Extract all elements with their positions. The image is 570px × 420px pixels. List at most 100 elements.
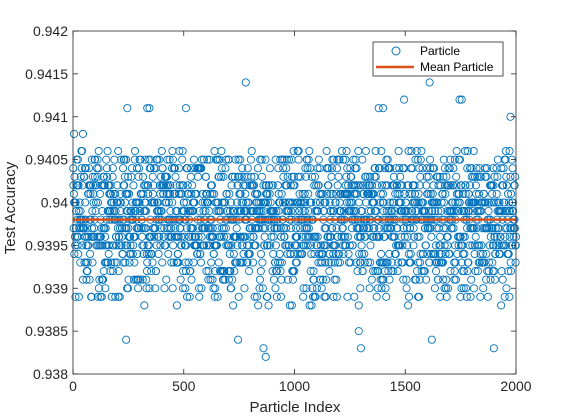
scatter-point (337, 232, 346, 241)
scatter-point (299, 284, 308, 293)
scatter-point (194, 284, 204, 293)
scatter-point (293, 249, 302, 258)
scatter-point (228, 172, 237, 181)
scatter-point (384, 267, 393, 276)
scatter-point (197, 232, 206, 241)
scatter-point (101, 232, 110, 241)
scatter-point (195, 292, 204, 301)
scatter-point (490, 232, 499, 241)
scatter-point (332, 189, 341, 198)
scatter-point (354, 181, 363, 190)
scatter-point (276, 267, 285, 276)
scatter-point (258, 284, 267, 293)
scatter-point (460, 232, 469, 241)
scatter-point (262, 181, 271, 190)
scatter-point (433, 172, 442, 181)
scatter-point (484, 258, 494, 267)
scatter-point (410, 181, 419, 190)
scatter-point (151, 224, 160, 233)
scatter-point (152, 267, 161, 276)
scatter-point (499, 181, 508, 190)
scatter-point (184, 189, 193, 198)
scatter-point (290, 207, 299, 216)
scatter-point (217, 232, 226, 241)
scatter-point (385, 198, 395, 207)
scatter-point (412, 275, 421, 284)
scatter-point (181, 104, 191, 113)
scatter-point (115, 241, 124, 250)
scatter-point (272, 207, 281, 216)
scatter-point (474, 189, 484, 198)
scatter-point (209, 232, 218, 241)
scatter-point (325, 249, 334, 258)
scatter-point (426, 164, 435, 173)
scatter-point (106, 181, 115, 190)
scatter-point (250, 292, 259, 301)
scatter-point (428, 189, 437, 198)
scatter-point (247, 146, 256, 156)
scatter-point (467, 275, 476, 284)
scatter-point (402, 284, 411, 293)
scatter-point (314, 155, 323, 164)
scatter-point (379, 275, 388, 284)
scatter-point (183, 181, 192, 190)
scatter-point (361, 146, 370, 156)
scatter-point (492, 232, 502, 241)
scatter-point (283, 275, 292, 284)
scatter-point (411, 155, 420, 164)
scatter-point (464, 207, 474, 216)
scatter-point (91, 155, 100, 164)
y-tick-label: 0.938 (33, 366, 68, 382)
scatter-point (253, 164, 263, 173)
scatter-point (348, 241, 357, 250)
scatter-point (407, 146, 416, 156)
scatter-point (488, 189, 497, 198)
scatter-point (133, 249, 142, 258)
scatter-point (178, 155, 187, 164)
scatter-point (231, 155, 240, 164)
scatter-point (138, 172, 148, 181)
scatter-point (387, 207, 397, 216)
scatter-point (399, 275, 408, 284)
scatter-point (329, 155, 338, 164)
x-tick-label: 500 (172, 378, 196, 394)
scatter-point (182, 224, 191, 233)
scatter-point (342, 198, 352, 207)
scatter-point (129, 181, 138, 190)
scatter-point (374, 104, 383, 113)
scatter-point (130, 258, 139, 267)
scatter-point (142, 249, 151, 258)
scatter-point (80, 224, 89, 233)
scatter-point (463, 267, 472, 276)
scatter-point (500, 292, 509, 301)
scatter-point (470, 249, 479, 258)
scatter-point (381, 164, 390, 173)
scatter-point (414, 189, 423, 198)
scatter-point (98, 241, 107, 250)
scatter-point (354, 327, 363, 336)
scatter-point (331, 198, 340, 207)
scatter-point (178, 284, 187, 293)
scatter-point (459, 267, 469, 276)
scatter-point (400, 95, 409, 104)
scatter-point (426, 189, 435, 198)
scatter-point (117, 155, 126, 164)
scatter-point (472, 224, 481, 233)
scatter-point (356, 344, 366, 353)
scatter-point (489, 241, 498, 250)
scatter-point (377, 146, 386, 156)
scatter-point (103, 258, 113, 267)
scatter-point (439, 172, 448, 181)
scatter-point (82, 275, 91, 284)
scatter-point (416, 258, 425, 267)
scatter-point (376, 189, 385, 198)
scatter-point (321, 292, 330, 301)
scatter-point (301, 241, 310, 250)
scatter-point (505, 146, 514, 156)
scatter-point (322, 146, 331, 156)
scatter-point (314, 181, 323, 190)
scatter-point (208, 224, 217, 233)
scatter-point (69, 189, 78, 198)
scatter-point (224, 275, 233, 284)
scatter-point (341, 155, 350, 164)
